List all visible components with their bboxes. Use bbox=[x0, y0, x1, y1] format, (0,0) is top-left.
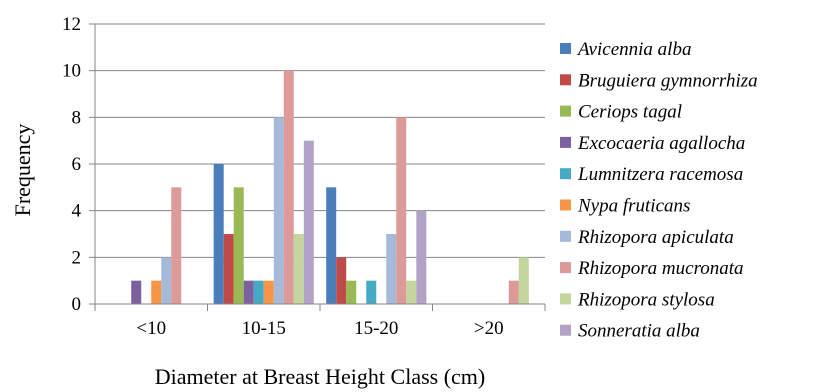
y-tick-label: 10 bbox=[62, 61, 81, 82]
bar bbox=[223, 234, 234, 304]
bar bbox=[253, 280, 264, 304]
x-tick-label: >20 bbox=[474, 318, 504, 339]
x-tick-label: 15-20 bbox=[354, 318, 398, 339]
legend-label: Rhizopora mucronata bbox=[577, 258, 744, 279]
bar bbox=[518, 257, 529, 304]
axes bbox=[89, 23, 546, 311]
legend-swatch bbox=[560, 74, 571, 86]
bar bbox=[263, 280, 274, 304]
bar bbox=[386, 234, 397, 304]
y-tick-label: 6 bbox=[72, 154, 82, 175]
legend-label: Rhizopora apiculata bbox=[577, 227, 734, 248]
bar bbox=[283, 70, 294, 305]
bar bbox=[366, 280, 377, 304]
bar bbox=[273, 117, 284, 304]
bar bbox=[396, 117, 407, 304]
legend-swatch bbox=[560, 293, 571, 305]
x-tick-label: <10 bbox=[136, 318, 166, 339]
legend-label: Nypa fruticans bbox=[577, 196, 690, 217]
y-tick-labels: 0 2 4 6 8 10 12 bbox=[62, 14, 82, 315]
bar bbox=[161, 257, 172, 304]
legend-swatch bbox=[560, 230, 571, 242]
legend-swatch bbox=[560, 324, 571, 336]
legend-swatch bbox=[560, 168, 571, 180]
legend-label: Lumnitzera racemosa bbox=[577, 164, 743, 185]
bar bbox=[303, 140, 314, 304]
y-tick-label: 2 bbox=[72, 247, 82, 268]
bar bbox=[416, 210, 427, 304]
bar bbox=[406, 280, 417, 304]
bar bbox=[508, 280, 519, 304]
bar bbox=[346, 280, 357, 304]
bar bbox=[336, 257, 347, 304]
bar bbox=[213, 164, 224, 304]
bars bbox=[131, 70, 529, 305]
bar bbox=[233, 187, 244, 304]
legend-swatch bbox=[560, 43, 571, 54]
legend-swatch bbox=[560, 105, 571, 117]
legend-label: Ceriops tagal bbox=[578, 102, 682, 123]
y-tick-label: 0 bbox=[72, 294, 82, 315]
legend-label: Avicennia alba bbox=[576, 39, 691, 60]
gridlines bbox=[95, 23, 545, 258]
legend-label: Rhizopora stylosa bbox=[577, 289, 715, 310]
y-tick-label: 12 bbox=[62, 14, 81, 35]
legend-label: Excocaeria agallocha bbox=[577, 133, 745, 154]
y-axis-title: Frequency bbox=[10, 124, 35, 217]
y-tick-label: 4 bbox=[72, 201, 82, 222]
bar bbox=[151, 280, 162, 304]
y-tick-label: 8 bbox=[72, 107, 82, 128]
legend-swatch bbox=[560, 136, 571, 148]
bar bbox=[171, 187, 182, 304]
bar bbox=[293, 234, 304, 304]
x-tick-labels: <10 10-15 15-20 >20 bbox=[136, 318, 503, 339]
bar bbox=[243, 280, 254, 304]
x-tick-label: 10-15 bbox=[242, 318, 286, 339]
legend-swatch bbox=[560, 199, 571, 211]
legend-swatch bbox=[560, 262, 571, 274]
legend-label: Bruguiera gymnorrhiza bbox=[578, 70, 758, 91]
bar bbox=[326, 187, 337, 304]
x-axis-title: Diameter at Breast Height Class (cm) bbox=[155, 364, 486, 389]
legend: Avicennia alba Bruguiera gymnorrhiza Cerio… bbox=[560, 39, 758, 342]
bar bbox=[131, 280, 142, 304]
legend-label: Sonneratia alba bbox=[578, 321, 700, 342]
